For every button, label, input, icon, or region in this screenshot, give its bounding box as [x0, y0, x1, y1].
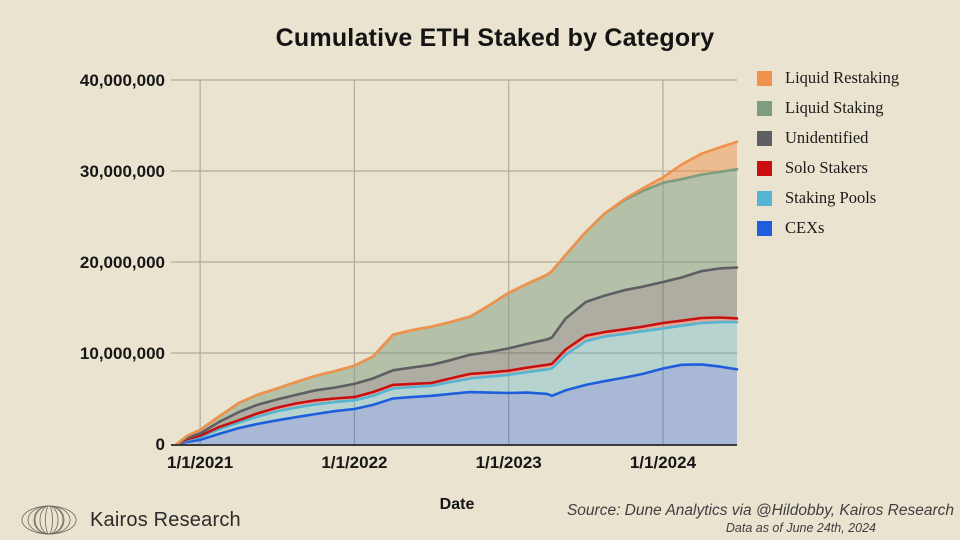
legend-swatch-liquid-restaking: [757, 70, 772, 86]
legend-swatch-solo-stakers: [757, 160, 772, 176]
chart-area-liquid-staking: [177, 169, 737, 444]
chart-line-unidentified: [175, 266, 739, 446]
source-line: Source: Dune Analytics via @Hildobby, Ka…: [566, 502, 954, 519]
data-as-of-line: Data as of June 24th, 2024: [725, 521, 876, 535]
chart-area-cexs: [177, 364, 737, 444]
source-footer: Source: Dune Analytics via @Hildobby, Ka…: [534, 502, 954, 535]
legend-item-staking-pools: Staking Pools: [757, 188, 899, 207]
y-tick-label: 30,000,000: [80, 162, 165, 181]
y-tick-label: 40,000,000: [80, 71, 165, 90]
legend-label: Solo Stakers: [785, 158, 868, 177]
legend-swatch-staking-pools: [757, 190, 772, 206]
legend-item-cexs: CEXs: [757, 218, 899, 237]
legend-label: Liquid Restaking: [785, 68, 900, 87]
legend-label: Unidentified: [785, 128, 869, 147]
legend-label: Liquid Staking: [785, 98, 884, 117]
legend-label: Staking Pools: [785, 188, 877, 207]
chart-area-liquid-restaking: [177, 141, 737, 444]
legend-item-solo-stakers: Solo Stakers: [757, 158, 899, 177]
x-tick-label: 1/1/2023: [476, 453, 542, 472]
legend-swatch-cexs: [757, 220, 772, 236]
y-tick-label: 0: [156, 435, 165, 454]
kairos-logo-icon: [21, 505, 77, 535]
chart-legend: Liquid Restaking Liquid Staking Unidentifi…: [757, 68, 900, 237]
legend-item-unidentified: Unidentified: [757, 128, 899, 147]
legend-item-liquid-restaking: Liquid Restaking: [757, 68, 900, 87]
y-tick-label: 20,000,000: [80, 253, 165, 272]
brand-footer: Kairos Research: [18, 503, 241, 537]
x-tick-label: 1/1/2024: [630, 453, 697, 472]
y-tick-label: 10,000,000: [80, 344, 165, 363]
chart-line-solo-stakers: [175, 316, 739, 446]
legend-label: CEXs: [785, 218, 825, 237]
chart-title: Cumulative ETH Staked by Category: [275, 24, 715, 52]
legend-swatch-unidentified: [757, 130, 772, 146]
chart-line-liquid-restaking: [175, 140, 739, 446]
legend-item-liquid-staking: Liquid Staking: [757, 98, 899, 117]
legend-swatch-liquid-staking: [757, 100, 772, 116]
x-tick-label: 1/1/2022: [321, 453, 387, 472]
x-tick-label: 1/1/2021: [167, 453, 233, 472]
chart-line-staking-pools: [175, 320, 739, 446]
chart-line-cexs: [175, 363, 739, 446]
x-axis-title: Date: [439, 496, 475, 513]
brand-name: Kairos Research: [90, 508, 241, 531]
